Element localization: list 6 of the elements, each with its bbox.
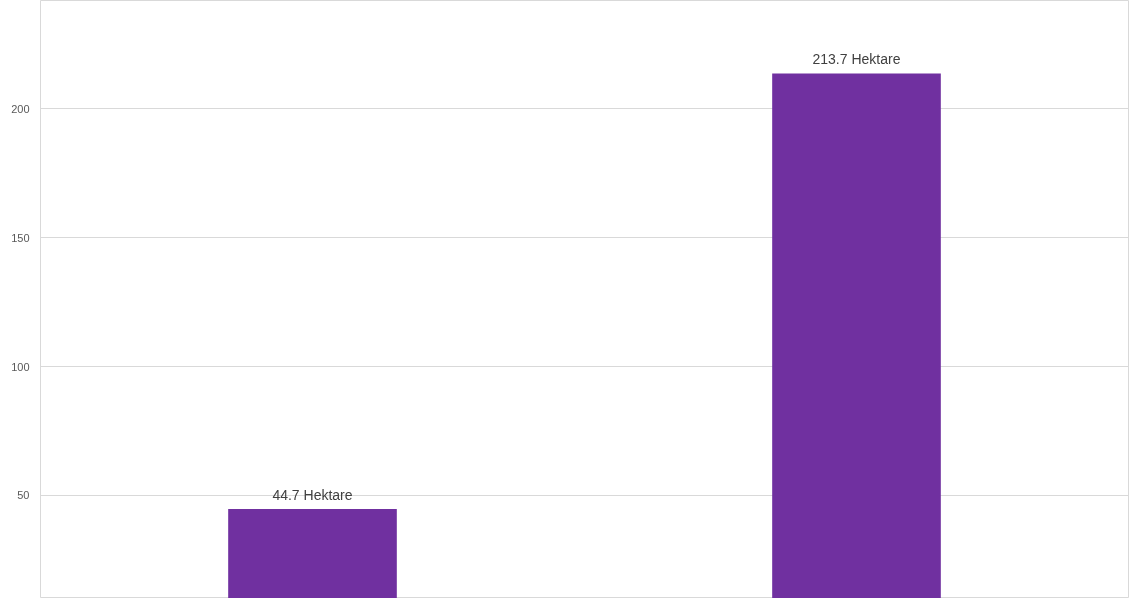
y-tick-label: 150 xyxy=(11,231,30,244)
y-tick-label: 200 xyxy=(11,102,30,115)
data-label: 44.7 Hektare xyxy=(272,487,353,504)
y-tick-label: 100 xyxy=(11,360,30,373)
data-label: 213.7 Hektare xyxy=(812,51,901,68)
y-tick-label: 50 xyxy=(17,489,30,502)
